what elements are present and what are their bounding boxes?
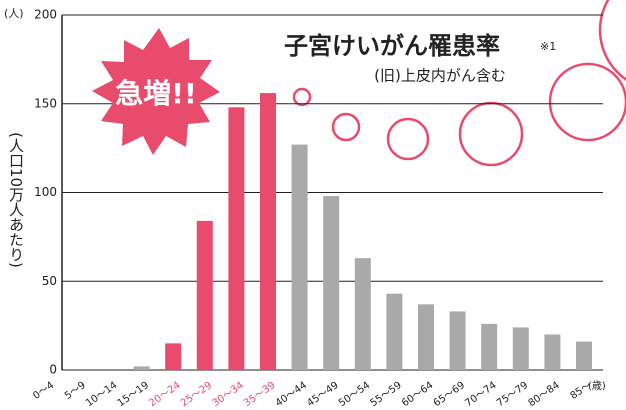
y-tick-label: 100 [34, 185, 57, 199]
title-note: ※1 [540, 40, 556, 53]
bar [450, 311, 466, 370]
y-tick-label: 150 [34, 96, 57, 110]
burst-label: 急増!! [115, 77, 197, 110]
x-tick-label: 40〜44 [274, 380, 309, 409]
bar [228, 107, 244, 370]
x-tick-label: 50〜54 [337, 380, 372, 409]
x-tick-label: 60〜64 [400, 380, 435, 409]
bar [323, 196, 339, 370]
bar [576, 342, 592, 370]
x-tick-label: 65〜69 [432, 380, 467, 409]
y-tick-label: 50 [42, 274, 57, 288]
x-tick-label: 70〜74 [463, 380, 498, 409]
bar [134, 366, 150, 370]
bar [386, 294, 402, 370]
y-axis-label: (人口10万人あたり) [7, 132, 25, 268]
y-unit: (人) [4, 7, 24, 20]
x-tick-label: 5〜9 [63, 380, 88, 402]
x-tick-label: 35〜39 [242, 380, 277, 409]
x-tick-label: 45〜49 [305, 380, 340, 409]
bar [292, 145, 308, 370]
x-tick-label: 0〜4 [31, 380, 56, 402]
x-tick-label: 30〜34 [210, 380, 245, 409]
x-tick-label: 15〜19 [116, 380, 151, 409]
x-tick-label: 80〜84 [526, 380, 561, 409]
bar [260, 93, 276, 370]
y-tick-label: 0 [49, 363, 57, 377]
x-tick-label: 25〜29 [179, 380, 214, 409]
y-tick-label: 200 [34, 8, 57, 22]
bar [544, 335, 560, 371]
bar [481, 324, 497, 370]
chart: 急増!! 子宮けいがん罹患率 ※1 (旧)上皮内がん含む (人) (人口10万人… [0, 0, 626, 410]
x-tick-label: 55〜59 [368, 380, 403, 409]
bar [197, 221, 213, 370]
x-tick-label: 10〜14 [84, 380, 119, 409]
x-tick-label: 20〜24 [147, 380, 182, 409]
bar [513, 327, 529, 370]
chart-subtitle: (旧)上皮内がん含む [374, 67, 506, 85]
bar [355, 258, 371, 370]
chart-title: 子宮けいがん罹患率 [284, 32, 500, 60]
bar [165, 343, 181, 370]
bar [418, 304, 434, 370]
x-tick-label: 75〜79 [495, 380, 530, 409]
